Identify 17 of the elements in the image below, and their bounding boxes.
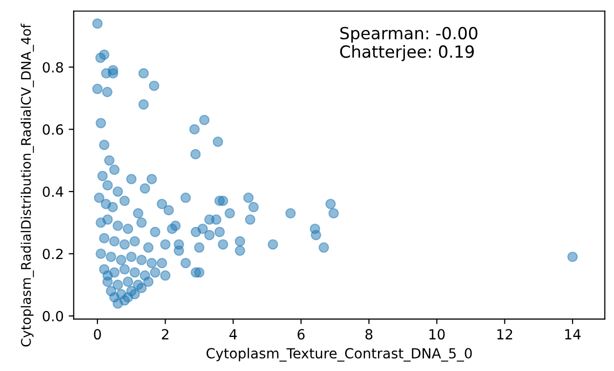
x-tick-label: 4 — [229, 329, 237, 340]
x-tick-label: 6 — [298, 329, 305, 340]
y-tick-label: 0.4 — [42, 186, 64, 198]
y-tick-label: 0.0 — [42, 310, 64, 322]
y-axis-title: Cytoplasm_RadialDistribution_RadialCV_DNA_4of — [20, 24, 34, 346]
annotation: Spearman: -0.00 — [340, 26, 478, 43]
annotation: Chatterjee: 0.19 — [340, 45, 474, 62]
x-tick-label: 2 — [162, 329, 168, 340]
x-tick-label: 0 — [94, 329, 101, 340]
y-tick-label: 0.6 — [42, 124, 64, 135]
x-tick-label: 8 — [365, 329, 372, 340]
y-tick-label: 0.8 — [42, 62, 64, 73]
x-axis-title: Cytoplasm_Texture_Contrast_DNA_5_0 — [206, 348, 472, 362]
x-tick-label: 10 — [429, 329, 445, 340]
x-tick-label: 12 — [497, 329, 512, 340]
x-tick-label: 14 — [565, 329, 581, 340]
y-tick-label: 0.2 — [42, 248, 63, 260]
